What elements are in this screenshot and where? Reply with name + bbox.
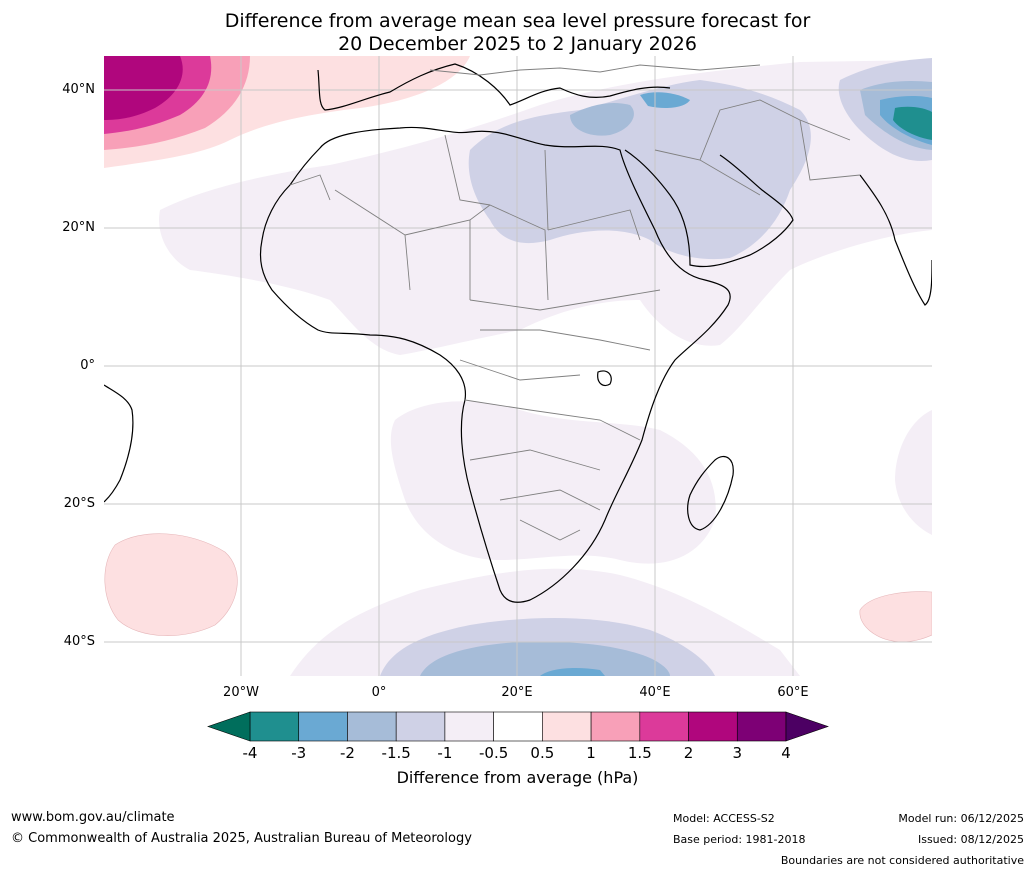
- lat-label-40s: 40°S: [63, 634, 95, 649]
- title-line-1: Difference from average mean sea level p…: [224, 10, 811, 32]
- footer-base-period: Base period: 1981-2018: [673, 833, 806, 846]
- colorbar-tick-label: -3: [291, 744, 307, 762]
- colorbar-segment: [736, 711, 787, 742]
- lon-label-60e: 60°E: [777, 685, 809, 700]
- lon-label-40e: 40°E: [639, 685, 671, 700]
- colorbar-segment: [590, 711, 641, 742]
- colorbar-label: Difference from average (hPa): [396, 768, 639, 787]
- arabia-coastline: [624, 149, 794, 268]
- map-title: Difference from average mean sea level p…: [0, 10, 1035, 56]
- colorbar-over-arrow: [785, 711, 829, 742]
- colorbar: [207, 711, 829, 742]
- colorbar-tick-label: 2: [683, 744, 694, 762]
- colorbar-tick-label: -4: [242, 744, 258, 762]
- footer-website: www.bom.gov.au/climate: [11, 810, 175, 825]
- anomaly-area-southern-africa: [390, 401, 716, 564]
- lon-label-0: 0°: [371, 685, 387, 700]
- colorbar-segment: [542, 711, 592, 742]
- footer-model-run: Model run: 06/12/2025: [898, 812, 1024, 825]
- lake-victoria: [597, 370, 612, 387]
- colorbar-segment: [493, 711, 543, 742]
- colorbar-segment: [444, 711, 494, 742]
- lon-label-20e: 20°E: [501, 685, 533, 700]
- colorbar-tick-label: -1: [437, 744, 453, 762]
- anomaly-area-south-atlantic-high: [104, 533, 238, 636]
- colorbar-segment: [298, 711, 348, 742]
- madagascar-coastline: [687, 455, 734, 531]
- india-coastline: [859, 174, 932, 306]
- lat-label-20n: 20°N: [62, 220, 95, 235]
- anomaly-area-indian-ocean-high: [859, 591, 932, 643]
- title-line-2: 20 December 2025 to 2 January 2026: [338, 33, 697, 55]
- country-borders: [289, 64, 861, 541]
- colorbar-tick-label: 1.5: [627, 744, 652, 762]
- anomaly-area-southern-ocean-deep: [420, 641, 670, 676]
- colorbar-segment: [347, 711, 397, 742]
- colorbar-tick-label: -2: [339, 744, 355, 762]
- colorbar-tick-label: 3: [732, 744, 743, 762]
- colorbar-segment: [249, 711, 300, 742]
- coastlines: [104, 63, 932, 603]
- colorbar-tick-label: 1: [586, 744, 596, 762]
- anomaly-area-southern-ocean-spot: [540, 668, 605, 676]
- colorbar-under-arrow: [207, 711, 251, 742]
- colorbar-tick-label: 0.5: [530, 744, 555, 762]
- anomaly-area-sahara-arabia: [468, 80, 811, 260]
- footer-disclaimer: Boundaries are not considered authoritat…: [780, 854, 1024, 867]
- europe-coastline: [317, 63, 671, 111]
- lat-label-40n: 40°N: [62, 82, 95, 97]
- anomaly-area-levant: [640, 92, 690, 108]
- anomaly-area-tibet: [893, 106, 932, 140]
- lat-label-0: 0°: [80, 358, 95, 373]
- lon-label-20w: 20°W: [223, 685, 259, 700]
- colorbar-segment: [688, 711, 738, 742]
- graticule: [104, 56, 932, 676]
- lat-label-20s: 20°S: [63, 496, 95, 511]
- footer-issued: Issued: 08/12/2025: [917, 833, 1024, 846]
- footer-copyright: © Commonwealth of Australia 2025, Austra…: [11, 831, 472, 846]
- south-america-coastline: [104, 384, 134, 503]
- colorbar-segment: [395, 711, 446, 742]
- anomaly-area-north-atlantic-core: [104, 56, 183, 120]
- footer-model: Model: ACCESS-S2: [673, 812, 775, 825]
- colorbar-tick-label: 4: [781, 744, 791, 762]
- colorbar-segment: [639, 711, 689, 742]
- anomaly-area-mediterranean: [570, 103, 634, 136]
- map-plot-area: [104, 56, 932, 676]
- colorbar-tick-label: -0.5: [478, 744, 509, 762]
- colorbar-tick-label: -1.5: [381, 744, 411, 762]
- africa-coastline: [259, 126, 731, 603]
